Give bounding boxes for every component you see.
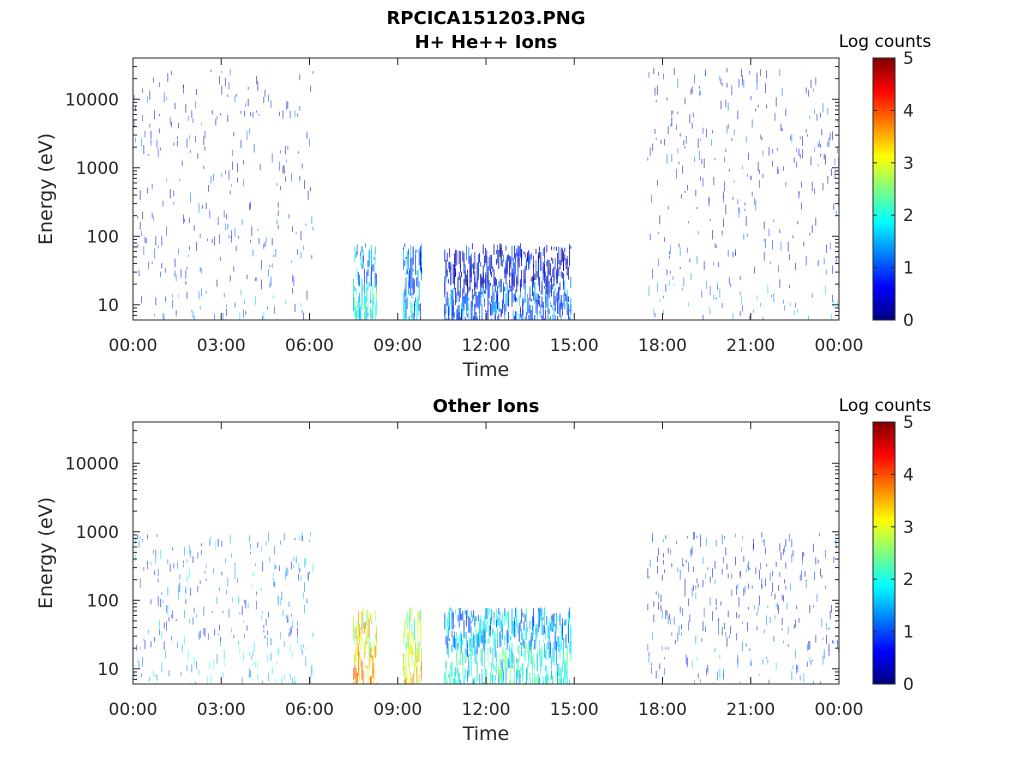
data-segment bbox=[647, 67, 840, 320]
x-tick-label: 15:00 bbox=[550, 336, 599, 356]
y-tick-label: 10000 bbox=[65, 454, 119, 474]
data-segment bbox=[353, 607, 377, 684]
x-axis-ticks: 00:00 03:00 06:00 09:00 12:00 15:00 18:00 21:00… bbox=[109, 58, 864, 356]
y-axis-label: Energy (eV) bbox=[35, 497, 57, 609]
y-axis-label: Energy (eV) bbox=[35, 133, 57, 245]
x-axis-label: Time bbox=[462, 359, 510, 381]
colorbar-label: Log counts bbox=[839, 396, 932, 416]
x-tick-label: 21:00 bbox=[726, 336, 775, 356]
data-segment bbox=[353, 243, 377, 320]
x-tick-label: 09:00 bbox=[373, 700, 422, 720]
colorbar-tick-label: 0 bbox=[903, 675, 914, 695]
x-tick-label: 15:00 bbox=[550, 700, 599, 720]
y-tick-label: 1000 bbox=[76, 523, 119, 543]
spectrogram-data bbox=[132, 531, 840, 684]
data-segment bbox=[403, 607, 423, 684]
colorbar-tick-label: 1 bbox=[903, 259, 914, 279]
colorbar-tick-label: 1 bbox=[903, 623, 914, 643]
data-segment bbox=[132, 68, 314, 320]
x-tick-label: 03:00 bbox=[197, 700, 246, 720]
colorbar: Log counts 0 1 2 3 4 5 bbox=[839, 32, 932, 331]
x-tick-label: 06:00 bbox=[285, 700, 334, 720]
data-segment bbox=[444, 606, 572, 684]
panel-h-he-ions: H+ He++ Ions 00:00 03:00 06:00 09:00 12:00 15… bbox=[35, 32, 931, 381]
data-segment bbox=[403, 243, 423, 320]
panel-title: H+ He++ Ions bbox=[415, 32, 558, 53]
panel-other-ions: Other Ions 00:00 03:00 06:00 09:00 12:00 15:0… bbox=[35, 396, 931, 745]
x-axis-label: Time bbox=[462, 723, 510, 745]
data-segment bbox=[132, 532, 314, 684]
x-tick-label: 03:00 bbox=[197, 336, 246, 356]
y-tick-label: 10 bbox=[97, 660, 119, 680]
colorbar-tick-label: 3 bbox=[903, 518, 914, 538]
data-segment bbox=[444, 243, 572, 320]
colorbar-label: Log counts bbox=[839, 32, 932, 52]
colorbar-tick-label: 4 bbox=[903, 101, 914, 121]
colorbar-tick-label: 2 bbox=[903, 206, 914, 226]
colorbar-tick-label: 0 bbox=[903, 311, 914, 331]
x-tick-label: 18:00 bbox=[638, 700, 687, 720]
x-tick-label: 00:00 bbox=[815, 336, 864, 356]
x-tick-label: 00:00 bbox=[109, 700, 158, 720]
y-tick-label: 100 bbox=[87, 591, 119, 611]
x-tick-label: 18:00 bbox=[638, 336, 687, 356]
y-tick-label: 1000 bbox=[76, 159, 119, 179]
x-tick-label: 00:00 bbox=[815, 700, 864, 720]
y-tick-label: 10 bbox=[97, 296, 119, 316]
x-tick-label: 12:00 bbox=[462, 336, 511, 356]
x-tick-label: 12:00 bbox=[462, 700, 511, 720]
x-tick-label: 06:00 bbox=[285, 336, 334, 356]
y-axis-ticks: 10 100 1000 10000 bbox=[65, 57, 839, 321]
colorbar-gradient bbox=[872, 57, 896, 321]
spectrogram-data bbox=[132, 67, 840, 320]
colorbar: Log counts 0 1 2 3 4 5 bbox=[839, 396, 932, 695]
figure-title: RPCICA151203.PNG bbox=[386, 8, 585, 29]
colorbar-tick-label: 5 bbox=[903, 413, 914, 433]
x-tick-label: 00:00 bbox=[109, 336, 158, 356]
colorbar-tick-label: 5 bbox=[903, 49, 914, 69]
data-segment bbox=[647, 531, 840, 684]
colorbar-ticks: 0 1 2 3 4 5 bbox=[873, 49, 914, 331]
colorbar-ticks: 0 1 2 3 4 5 bbox=[873, 413, 914, 695]
y-tick-label: 10000 bbox=[65, 90, 119, 110]
colorbar-tick-label: 3 bbox=[903, 154, 914, 174]
y-tick-label: 100 bbox=[87, 227, 119, 247]
x-tick-label: 21:00 bbox=[726, 700, 775, 720]
y-axis-ticks: 10 100 1000 10000 bbox=[65, 421, 839, 685]
colorbar-tick-label: 2 bbox=[903, 570, 914, 590]
panel-title: Other Ions bbox=[433, 396, 540, 417]
x-axis-ticks: 00:00 03:00 06:00 09:00 12:00 15:00 18:00 21:00… bbox=[109, 422, 864, 720]
colorbar-tick-label: 4 bbox=[903, 465, 914, 485]
colorbar-gradient bbox=[872, 421, 896, 685]
x-tick-label: 09:00 bbox=[373, 336, 422, 356]
